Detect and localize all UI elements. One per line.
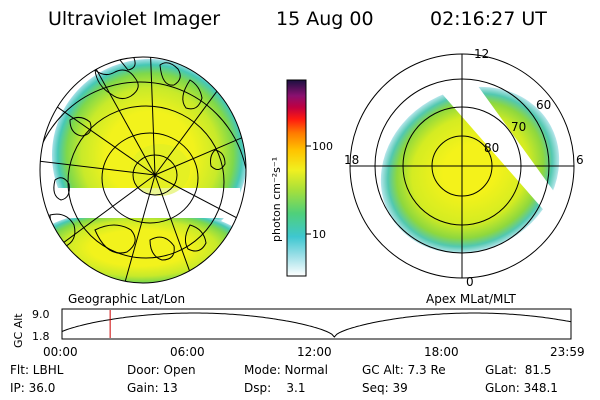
mlt-label-0: 0 xyxy=(466,275,474,289)
missing-data-gap xyxy=(40,196,246,218)
time-tick-1200: 12:00 xyxy=(297,345,332,359)
altitude-axis-label: GC Alt xyxy=(12,313,25,348)
altitude-plot-frame xyxy=(61,308,572,340)
colorbar-scale xyxy=(286,79,307,277)
instrument-title: Ultraviolet Imager xyxy=(48,8,221,30)
param-filter: Flt: LBHL xyxy=(10,363,64,377)
earth-limb xyxy=(39,56,247,284)
mlat-label-70: 70 xyxy=(511,120,526,134)
geographic-map-panel xyxy=(39,56,247,284)
intensity-colorbar: 100 10 photon cm⁻²s⁻¹ xyxy=(270,79,333,277)
altitude-curve xyxy=(61,312,572,338)
param-gc-alt: GC Alt: 7.3 Re xyxy=(362,363,446,377)
mlat-label-60: 60 xyxy=(536,98,551,112)
colorbar-tick-100: 100 xyxy=(312,140,333,153)
mlt-label-12: 12 xyxy=(474,47,489,61)
coastlines xyxy=(49,57,226,261)
param-mode: Mode: Normal xyxy=(244,363,328,377)
orbit-altitude-strip: GC Alt 9.0 1.8 00:00 06:00 12:00 18:00 2… xyxy=(12,308,585,359)
altitude-tick-high: 9.0 xyxy=(32,308,50,321)
param-gain: Gain: 13 xyxy=(127,381,178,395)
param-door: Door: Open xyxy=(127,363,196,377)
colorbar-tick-10: 10 xyxy=(312,228,326,241)
right-panel-caption: Apex MLat/MLT xyxy=(426,292,516,306)
auroral-oval xyxy=(380,86,560,254)
param-glat: GLat: 81.5 xyxy=(485,363,552,377)
time-tick-2359: 23:59 xyxy=(550,345,585,359)
mlt-label-18: 18 xyxy=(344,153,359,167)
colorbar-unit-label: photon cm⁻²s⁻¹ xyxy=(270,157,283,242)
date-label: 15 Aug 00 xyxy=(276,8,374,30)
param-ip: IP: 36.0 xyxy=(10,381,56,395)
param-seq: Seq: 39 xyxy=(362,381,408,395)
time-tick-0600: 06:00 xyxy=(170,345,205,359)
param-dsp: Dsp: 3.1 xyxy=(244,381,306,395)
mlat-label-80: 80 xyxy=(484,141,499,155)
time-label: 02:16:27 UT xyxy=(430,8,547,30)
param-glon: GLon: 348.1 xyxy=(485,381,558,395)
mlt-label-6: 6 xyxy=(576,153,584,167)
left-panel-caption: Geographic Lat/Lon xyxy=(68,292,185,306)
altitude-tick-low: 1.8 xyxy=(32,330,50,343)
magnetic-polar-panel: 12 18 6 0 60 70 80 xyxy=(344,47,584,289)
time-tick-1800: 18:00 xyxy=(424,345,459,359)
time-tick-0000: 00:00 xyxy=(43,345,78,359)
